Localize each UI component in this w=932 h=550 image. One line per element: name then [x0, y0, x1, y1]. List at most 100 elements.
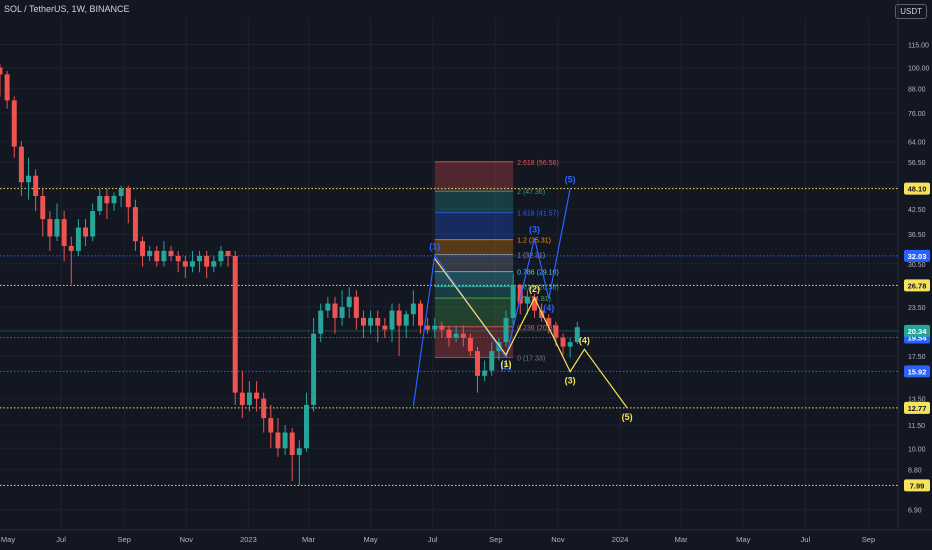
fib-zone	[434, 161, 514, 192]
candle-body	[68, 245, 74, 251]
fib-zone	[434, 239, 514, 255]
fib-level-label: 2.618 (56.56)	[517, 160, 559, 167]
fib-zone	[434, 191, 514, 213]
price-tag	[904, 479, 930, 492]
fib-zone	[434, 286, 514, 299]
candle-body	[410, 303, 416, 315]
candle-body	[282, 432, 288, 449]
time-tick-label: Nov	[180, 535, 194, 544]
candle-body	[175, 255, 181, 262]
fib-level-label: 2 (47.36)	[517, 189, 545, 196]
candle-body	[318, 310, 324, 334]
time-tick-label: May	[1, 535, 15, 544]
currency-button[interactable]: USDT	[895, 4, 927, 19]
candle-body	[510, 285, 516, 318]
candle-body	[182, 261, 188, 267]
price-tag-label: 26.78	[908, 281, 927, 290]
candle-body	[289, 432, 295, 456]
time-tick-label: Sep	[118, 535, 131, 544]
fib-level-label: 0 (17.33)	[517, 355, 545, 362]
wave-blue-label: (1)	[429, 241, 440, 251]
candle-body	[232, 255, 238, 393]
time-tick-label: Sep	[489, 535, 502, 544]
time-tick-label: Mar	[675, 535, 688, 544]
price-tag	[904, 401, 930, 414]
candle-body	[104, 195, 110, 204]
price-tag	[904, 182, 930, 195]
candle-body	[539, 310, 545, 318]
price-tag	[904, 324, 930, 337]
wave-yellow-label: (2)	[529, 284, 540, 294]
fib-level-label: 0.236 (20.85)	[517, 325, 559, 332]
time-tick-label: Nov	[551, 535, 565, 544]
price-tag	[904, 249, 930, 262]
candle-body	[546, 317, 552, 326]
candle-body	[332, 303, 338, 318]
candle-body	[475, 351, 481, 376]
price-tick-label: 76.00	[908, 111, 926, 118]
candle-body	[296, 448, 302, 456]
time-tick-label: Sep	[862, 535, 875, 544]
price-tag	[904, 365, 930, 378]
candle-body	[0, 67, 3, 75]
candle-body	[168, 250, 174, 256]
wave-yellow-line	[434, 258, 628, 409]
fib-level-label: 1.618 (41.57)	[517, 211, 559, 218]
price-tick-label: 10.00	[908, 446, 926, 453]
candle-body	[303, 404, 309, 449]
wave-yellow-label: (4)	[579, 335, 590, 345]
candle-body	[154, 250, 160, 262]
candle-body	[54, 219, 60, 237]
candle-body	[97, 195, 103, 212]
candle-body	[489, 351, 495, 371]
price-tick-label: 88.00	[908, 87, 926, 94]
fib-level-label: 0.618 (26.58)	[517, 285, 559, 292]
candle-body	[75, 227, 81, 251]
candle-body	[204, 255, 210, 267]
candle-body	[368, 317, 374, 326]
price-tick-label: 11.50	[908, 423, 925, 430]
candle-body	[111, 195, 117, 204]
price-tick-label: 64.00	[908, 139, 926, 146]
candle-body	[353, 296, 359, 318]
wave-yellow-label: (3)	[565, 376, 576, 386]
price-tag-label: 32.03	[908, 252, 927, 261]
candle-body	[261, 398, 267, 419]
time-tick-label: 2023	[240, 535, 257, 544]
price-tick-label: 30.50	[908, 262, 926, 269]
wave-blue-label: (3)	[529, 224, 540, 234]
candle-body	[553, 325, 559, 338]
time-tick-label: Jul	[801, 535, 811, 544]
candle-body	[417, 303, 423, 326]
candle-body	[574, 327, 580, 343]
price-tag-label: 15.92	[908, 367, 927, 376]
candle-body	[132, 207, 138, 242]
price-tag-label: 48.10	[908, 185, 927, 194]
candle-body	[33, 175, 39, 196]
candle-body	[11, 100, 17, 147]
candle-body	[339, 307, 345, 318]
candle-body	[503, 317, 509, 343]
price-tag-label: 19.54	[908, 334, 928, 343]
candle-body	[524, 296, 530, 304]
candle-body	[268, 418, 274, 433]
price-tick-label: 13.50	[908, 397, 926, 404]
candle-body	[375, 317, 381, 326]
candle-body	[311, 333, 317, 405]
candle-body	[246, 392, 252, 405]
price-tag-label: 7.99	[910, 481, 925, 490]
chart-title: SOL / TetherUS, 1W, BINANCE	[4, 4, 130, 14]
candle-body	[389, 310, 395, 330]
price-tag	[904, 279, 930, 292]
candle-body	[275, 432, 281, 449]
candle-body	[425, 325, 431, 330]
price-tick-label: 8.80	[908, 467, 922, 474]
candle-body	[61, 219, 67, 246]
price-tick-label: 17.50	[908, 354, 926, 361]
candle-body	[453, 333, 459, 338]
candle-body	[482, 370, 488, 376]
time-tick-label: Jul	[56, 535, 66, 544]
fib-level-label: 0.786 (29.10)	[517, 270, 559, 277]
